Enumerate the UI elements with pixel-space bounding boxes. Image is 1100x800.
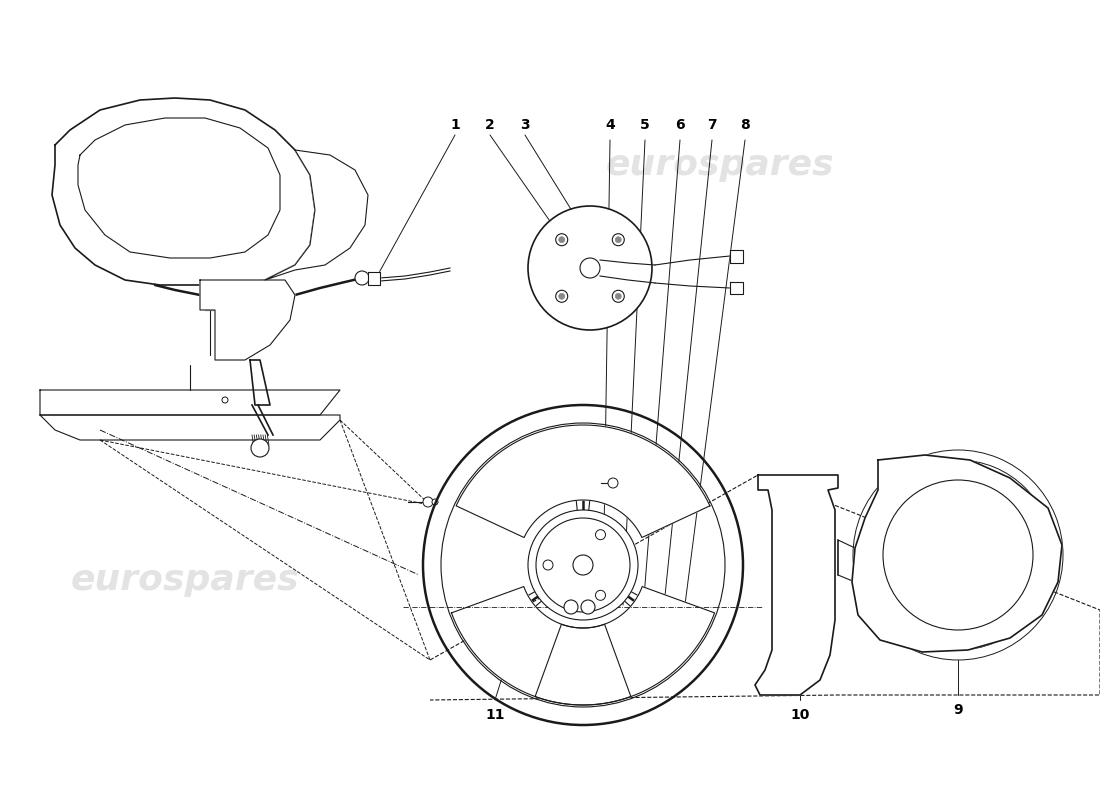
Circle shape xyxy=(595,590,605,600)
Text: 8: 8 xyxy=(740,118,750,132)
Circle shape xyxy=(536,518,630,612)
Polygon shape xyxy=(535,586,715,705)
Text: 6: 6 xyxy=(675,118,685,132)
Circle shape xyxy=(543,560,553,570)
Polygon shape xyxy=(852,455,1062,652)
Circle shape xyxy=(424,497,433,507)
Polygon shape xyxy=(200,280,295,360)
Circle shape xyxy=(559,294,564,299)
Polygon shape xyxy=(730,250,743,263)
Text: 10: 10 xyxy=(790,708,810,722)
Polygon shape xyxy=(368,272,379,285)
Circle shape xyxy=(615,237,622,242)
Circle shape xyxy=(613,234,625,246)
Circle shape xyxy=(580,258,600,278)
Polygon shape xyxy=(755,475,838,695)
Circle shape xyxy=(251,439,270,457)
Text: 9: 9 xyxy=(954,703,962,717)
Circle shape xyxy=(432,499,438,505)
Polygon shape xyxy=(730,282,743,294)
Circle shape xyxy=(613,290,625,302)
Text: 11: 11 xyxy=(485,708,505,722)
Circle shape xyxy=(556,234,568,246)
Polygon shape xyxy=(78,118,280,258)
Circle shape xyxy=(355,271,368,285)
Polygon shape xyxy=(265,150,368,280)
Circle shape xyxy=(608,478,618,488)
Polygon shape xyxy=(250,360,270,405)
Text: 2: 2 xyxy=(485,118,495,132)
Circle shape xyxy=(573,555,593,575)
Polygon shape xyxy=(40,415,340,440)
Circle shape xyxy=(528,510,638,620)
Circle shape xyxy=(595,530,605,540)
Circle shape xyxy=(418,400,748,730)
Circle shape xyxy=(615,294,622,299)
Circle shape xyxy=(559,237,564,242)
Text: 5: 5 xyxy=(640,118,650,132)
Circle shape xyxy=(528,206,652,330)
Circle shape xyxy=(222,397,228,403)
Text: eurospares: eurospares xyxy=(70,563,299,597)
Polygon shape xyxy=(456,425,710,538)
Circle shape xyxy=(581,600,595,614)
Circle shape xyxy=(564,600,578,614)
Polygon shape xyxy=(451,586,631,705)
Polygon shape xyxy=(40,390,340,415)
Text: 7: 7 xyxy=(707,118,717,132)
Text: 1: 1 xyxy=(450,118,460,132)
Text: 3: 3 xyxy=(520,118,530,132)
Text: eurospares: eurospares xyxy=(606,148,834,182)
Circle shape xyxy=(883,480,1033,630)
Text: 4: 4 xyxy=(605,118,615,132)
Circle shape xyxy=(556,290,568,302)
Polygon shape xyxy=(52,98,315,285)
